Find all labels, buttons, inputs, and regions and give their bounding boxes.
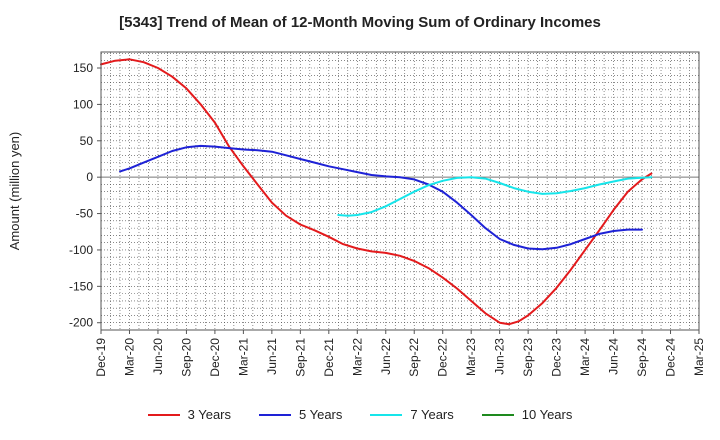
legend-label: 10 Years: [521, 407, 573, 422]
x-tick-label: Mar-23: [464, 338, 478, 376]
x-tick-label: Mar-24: [578, 338, 592, 376]
y-tick-label: 150: [73, 61, 93, 75]
x-tick-label: Dec-21: [322, 338, 336, 377]
y-tick-label: -200: [69, 316, 93, 330]
y-tick-label: 0: [86, 170, 93, 184]
x-tick-label: Sep-22: [407, 338, 421, 377]
legend-label: 5 Years: [299, 407, 343, 422]
x-tick-label: Dec-22: [436, 338, 450, 377]
series-line-3-years: [100, 58, 653, 326]
y-tick-label: -50: [76, 207, 94, 221]
x-tick-label: Dec-24: [664, 338, 678, 377]
legend-swatch: [147, 413, 180, 416]
plot-area: [101, 52, 699, 330]
legend-label: 7 Years: [410, 407, 454, 422]
legend-item: 5 Years: [259, 407, 342, 422]
x-tick-label: Dec-23: [550, 338, 564, 377]
legend-item: 7 Years: [370, 407, 454, 422]
chart-title: [5343] Trend of Mean of 12-Month Moving …: [119, 14, 601, 31]
legend-swatch: [370, 413, 403, 416]
y-axis-title: Amount (million yen): [7, 132, 22, 251]
x-tick-label: Mar-25: [692, 338, 706, 376]
x-tick-label: Jun-22: [379, 338, 393, 375]
x-tick-label: Dec-19: [94, 338, 108, 377]
y-axis-ticks: 150 100 50 0 -50 -100 -150 -200: [69, 61, 101, 330]
legend-swatch: [259, 413, 291, 416]
x-tick-label: Jun-23: [493, 338, 507, 375]
x-tick-label: Mar-21: [236, 338, 250, 376]
series-line-7-years: [337, 176, 653, 217]
x-tick-label: Jun-21: [265, 338, 279, 375]
plot-frame: [100, 51, 700, 331]
legend-item: 10 Years: [481, 407, 573, 422]
x-tick-label: Jun-20: [151, 338, 165, 375]
y-tick-label: 50: [80, 134, 94, 148]
y-tick-label: 100: [73, 97, 93, 111]
series-lines: [100, 58, 653, 326]
series-line-5-years: [119, 144, 643, 251]
legend-swatch: [481, 413, 514, 416]
legend-label: 3 Years: [187, 407, 231, 422]
x-tick-label: Dec-20: [208, 338, 222, 377]
x-tick-label: Jun-24: [607, 338, 621, 375]
x-tick-label: Sep-21: [293, 338, 307, 377]
x-tick-label: Mar-20: [122, 338, 136, 376]
y-tick-label: -150: [69, 279, 93, 293]
legend-item: 3 Years: [147, 407, 231, 422]
x-axis-ticks: Dec-19 Mar-20 Jun-20 Sep-20 Dec-20 Mar-21 Jun-…: [94, 330, 706, 377]
x-tick-label: Mar-22: [350, 338, 364, 376]
x-tick-label: Sep-20: [179, 338, 193, 377]
y-tick-label: -100: [69, 243, 93, 257]
x-tick-label: Sep-24: [635, 338, 649, 377]
gridlines: [101, 52, 699, 330]
legend: 3 Years 5 Years 7 Years 10 Years: [0, 407, 720, 422]
x-tick-label: Sep-23: [521, 338, 535, 377]
